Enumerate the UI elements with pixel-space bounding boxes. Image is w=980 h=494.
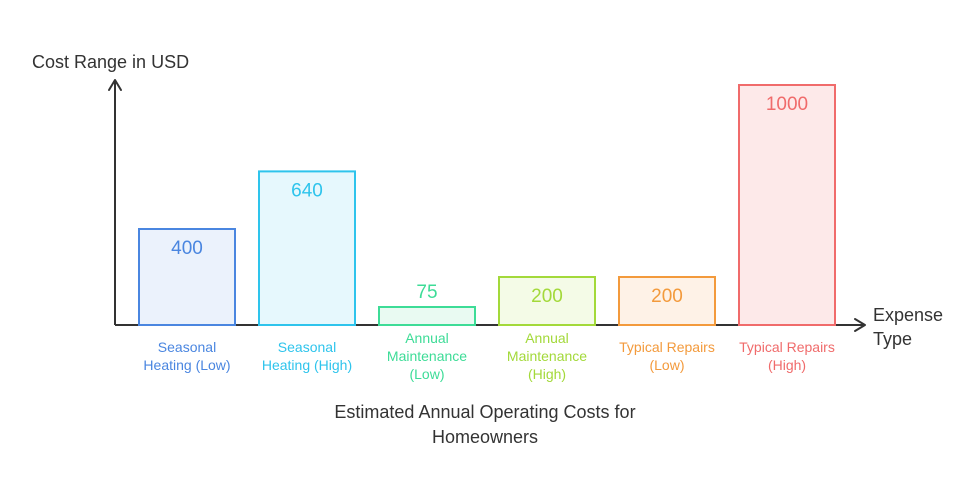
- bar-value-label: 400: [171, 238, 203, 259]
- bar: [498, 276, 596, 326]
- bar: [258, 170, 356, 326]
- bar-value-label: 200: [651, 286, 683, 307]
- bar-value-label: 200: [531, 286, 563, 307]
- chart-title-line: Homeowners: [432, 427, 538, 447]
- category-label: Seasonal Heating (High): [262, 339, 352, 373]
- bar: [738, 84, 836, 326]
- category-label: Typical Repairs (High): [739, 339, 835, 373]
- chart-title-line: Estimated Annual Operating Costs for: [334, 402, 635, 422]
- bar-value-label: 1000: [766, 94, 808, 115]
- x-axis-title-line: Expense: [873, 305, 943, 325]
- x-axis-title-line: Type: [873, 329, 912, 349]
- category-label: Seasonal Heating (Low): [143, 339, 230, 373]
- bar-group: [138, 84, 836, 326]
- bar: [138, 228, 236, 326]
- x-axis-arrow-icon: [854, 318, 866, 332]
- category-label: Annual Maintenance (High): [507, 330, 587, 382]
- bar: [378, 306, 476, 326]
- bar-value-label: 75: [416, 282, 437, 303]
- y-axis-title: Cost Range in USD: [32, 52, 189, 72]
- category-label: Typical Repairs (Low): [619, 339, 715, 373]
- category-label: Annual Maintenance (Low): [387, 330, 467, 382]
- y-axis-arrow-icon: [108, 79, 122, 91]
- bar-value-label: 640: [291, 180, 323, 201]
- label-group: Cost Range in USD Expense Type 400 Seasonal H…: [32, 52, 943, 447]
- bar: [618, 276, 716, 326]
